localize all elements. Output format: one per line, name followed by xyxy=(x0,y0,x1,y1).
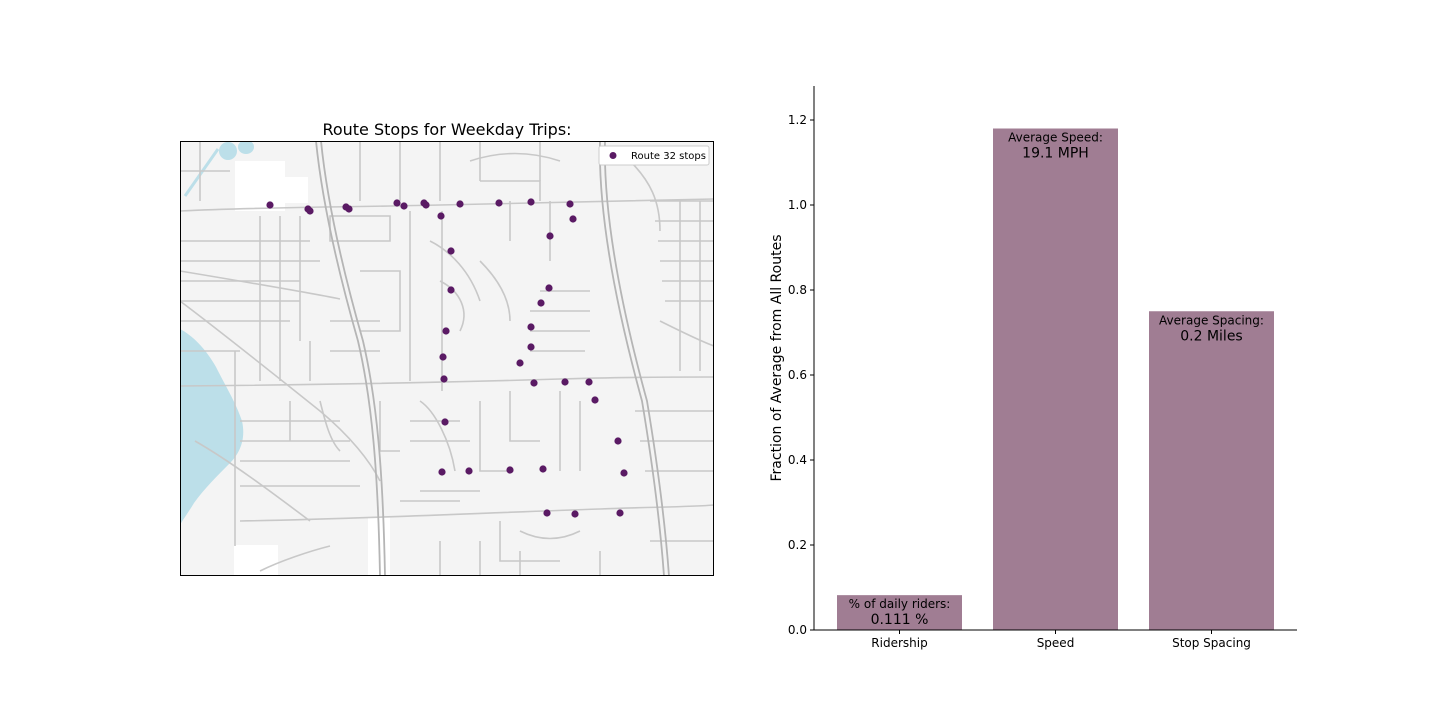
bar-speed xyxy=(993,128,1118,630)
x-tick-label: Stop Spacing xyxy=(1172,636,1251,650)
route-stop-16 xyxy=(546,232,554,240)
bar-annotation-value: 19.1 MPH xyxy=(1022,146,1089,162)
bar-stop-spacing xyxy=(1149,311,1274,630)
lot-4 xyxy=(234,545,278,576)
route-stop-37 xyxy=(620,469,628,477)
route-stop-9 xyxy=(422,201,430,209)
route-stop-17 xyxy=(447,247,455,255)
route-stop-26 xyxy=(440,375,448,383)
route-stop-10 xyxy=(456,200,464,208)
street-3 xyxy=(239,504,714,522)
map-land xyxy=(180,141,714,576)
route-stop-6 xyxy=(393,199,401,207)
route-stop-19 xyxy=(447,286,455,294)
street-0 xyxy=(180,198,714,212)
route-stop-3 xyxy=(306,207,314,215)
bar-annotation-label: Average Speed: xyxy=(1008,131,1103,145)
route-stop-40 xyxy=(616,509,624,517)
street-40 xyxy=(499,521,560,562)
street-4 xyxy=(180,300,381,482)
pond-1 xyxy=(219,142,237,160)
route-stop-23 xyxy=(439,353,447,361)
street-2 xyxy=(180,270,341,300)
legend-label: Route 32 stops xyxy=(631,151,706,162)
route-stop-14 xyxy=(569,215,577,223)
route-stop-30 xyxy=(591,396,599,404)
route-stop-13 xyxy=(566,200,574,208)
lot-1 xyxy=(235,161,285,211)
route-stop-32 xyxy=(614,437,622,445)
route-stop-39 xyxy=(571,510,579,518)
route-stop-33 xyxy=(438,468,446,476)
street-20 xyxy=(360,270,401,332)
lot-2 xyxy=(278,177,308,203)
bar-annotation-label: % of daily riders: xyxy=(849,597,951,611)
y-tick-label: 0.0 xyxy=(788,623,807,637)
street-75 xyxy=(319,400,341,452)
street-57 xyxy=(479,260,511,322)
route-stop-29 xyxy=(585,378,593,386)
route-stop-35 xyxy=(506,466,514,474)
street-5 xyxy=(194,440,311,522)
pond-2 xyxy=(238,141,254,154)
route-stop-25 xyxy=(516,359,524,367)
route-stop-12 xyxy=(527,198,535,206)
route-stop-18 xyxy=(545,284,553,292)
street-59 xyxy=(259,545,331,572)
street-25 xyxy=(479,401,510,472)
street-network xyxy=(180,141,714,576)
map-title: Route Stops for Weekday Trips: xyxy=(322,120,572,139)
y-tick-label: 1.0 xyxy=(788,198,807,212)
legend-marker xyxy=(609,152,617,159)
bar-annotation-label: Average Spacing: xyxy=(1159,313,1264,327)
route-stop-21 xyxy=(442,327,450,335)
lake xyxy=(180,329,244,525)
map-legend: Route 32 stops xyxy=(598,145,710,166)
map-frame xyxy=(180,141,714,576)
y-axis-label: Fraction of Average from All Routes xyxy=(769,235,785,482)
route-stop-1 xyxy=(266,201,274,209)
route-stop-31 xyxy=(441,418,449,426)
route-stop-34 xyxy=(465,467,473,475)
route-stop-20 xyxy=(537,299,545,307)
route-stops-map: Route 32 stops xyxy=(180,141,714,576)
x-tick-label: Speed xyxy=(1037,636,1075,650)
route-stop-24 xyxy=(527,343,535,351)
bar-ridership xyxy=(837,595,962,630)
street-49 xyxy=(629,160,661,232)
y-tick-label: 0.4 xyxy=(788,453,807,467)
route-stop-36 xyxy=(539,465,547,473)
route-stop-11 xyxy=(495,199,503,207)
street-1 xyxy=(180,376,714,387)
street-56 xyxy=(439,280,465,332)
highway xyxy=(315,141,670,576)
street-23 xyxy=(429,240,481,302)
street-37 xyxy=(509,391,540,442)
x-tick-label: Ridership xyxy=(871,636,927,650)
route-stop-15 xyxy=(437,212,445,220)
route-stop-22 xyxy=(527,323,535,331)
street-41 xyxy=(519,530,581,540)
bar-annotation-value: 0.2 Miles xyxy=(1180,328,1242,344)
bar-annotation-value: 0.111 % xyxy=(871,612,929,628)
route-stops xyxy=(266,198,628,518)
stream xyxy=(183,148,220,197)
street-48 xyxy=(659,320,714,347)
route-stop-5 xyxy=(345,205,353,213)
y-tick-label: 1.2 xyxy=(788,113,807,127)
route-stop-27 xyxy=(530,379,538,387)
y-tick-label: 0.6 xyxy=(788,368,807,382)
y-tick-label: 0.8 xyxy=(788,283,807,297)
route-stop-38 xyxy=(543,509,551,517)
street-24 xyxy=(419,400,456,472)
route-stop-28 xyxy=(561,378,569,386)
y-tick-label: 0.2 xyxy=(788,538,807,552)
route-stop-7 xyxy=(400,202,408,210)
street-31 xyxy=(469,152,561,162)
